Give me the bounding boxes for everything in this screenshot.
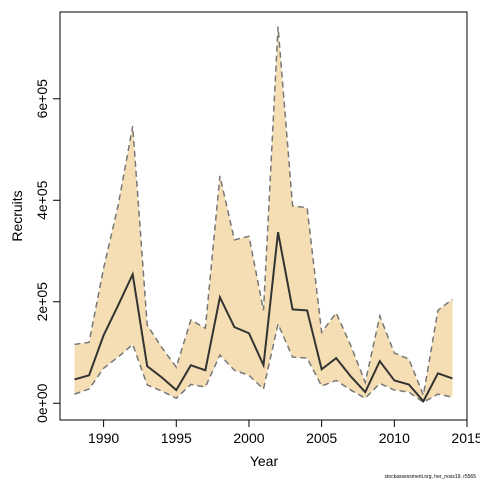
x-tick-label: 1990 — [88, 430, 119, 446]
confidence-band — [74, 26, 453, 403]
y-tick-label: 4e+05 — [34, 180, 50, 220]
x-tick-label: 2015 — [451, 430, 480, 446]
x-tick-label: 2010 — [379, 430, 410, 446]
y-axis-title: Recruits — [9, 190, 25, 241]
y-tick-label: 6e+05 — [34, 79, 50, 119]
estimate-line — [74, 232, 453, 403]
x-axis-title: Year — [250, 453, 279, 469]
upper-bound — [74, 26, 453, 398]
y-tick-label: 2e+05 — [34, 282, 50, 322]
footer: stockassessment.org, her_noss19, r5565 — [385, 474, 477, 480]
lower-bound — [74, 321, 453, 404]
x-tick-label: 2000 — [233, 430, 264, 446]
x-tick-label: 1995 — [161, 430, 192, 446]
x-tick-label: 2005 — [306, 430, 337, 446]
plot-frame — [59, 11, 468, 421]
y-tick-label: 0e+00 — [34, 383, 50, 423]
